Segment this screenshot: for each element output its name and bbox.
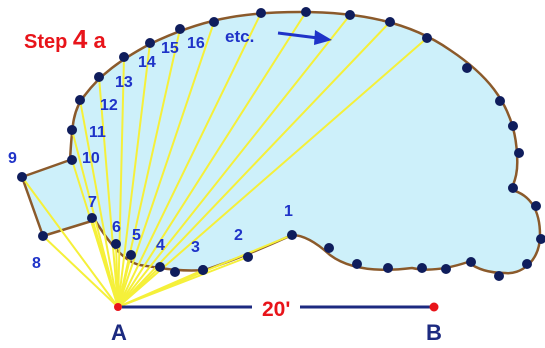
step-suffix: a bbox=[87, 28, 106, 53]
stake-dot bbox=[441, 264, 451, 274]
stake-dot bbox=[126, 250, 136, 260]
stake-dot bbox=[87, 213, 97, 223]
stake-dot bbox=[94, 72, 104, 82]
stake-dot bbox=[345, 10, 355, 20]
stake-label-4: 4 bbox=[156, 237, 165, 254]
stake-dot bbox=[198, 265, 208, 275]
point-a-marker bbox=[114, 303, 122, 311]
sight-line bbox=[117, 56, 125, 308]
point-b-marker bbox=[429, 302, 439, 312]
stake-label-1: 1 bbox=[284, 203, 293, 220]
stake-dot bbox=[145, 38, 155, 48]
sight-line bbox=[21, 176, 119, 308]
stake-label-8: 8 bbox=[32, 255, 41, 272]
sight-line bbox=[117, 256, 249, 308]
stake-label-11: 11 bbox=[89, 124, 106, 141]
stake-label-9: 9 bbox=[8, 150, 17, 167]
stake-label-10: 10 bbox=[82, 150, 100, 167]
stake-dot bbox=[111, 239, 121, 249]
stake-label-13: 13 bbox=[115, 74, 133, 91]
point-a-label: A bbox=[111, 320, 127, 345]
sight-line bbox=[42, 235, 119, 308]
stake-label-7: 7 bbox=[88, 194, 97, 211]
stake-dot bbox=[170, 267, 180, 277]
sight-line bbox=[98, 76, 119, 308]
stake-dot bbox=[175, 24, 185, 34]
stake-dot bbox=[301, 7, 311, 17]
sight-line bbox=[117, 37, 428, 308]
point-b-label: B bbox=[426, 320, 442, 345]
stake-dot bbox=[155, 262, 165, 272]
step-title: Step 4 a bbox=[24, 24, 106, 54]
stake-dot bbox=[508, 183, 518, 193]
stake-dot bbox=[209, 17, 219, 27]
stake-label-5: 5 bbox=[132, 227, 141, 244]
stake-label-15: 15 bbox=[161, 40, 179, 57]
distance-label: 20' bbox=[262, 298, 290, 321]
step-prefix: Step bbox=[24, 31, 73, 53]
sight-line bbox=[71, 159, 119, 308]
sight-line bbox=[117, 11, 307, 308]
stake-dot bbox=[536, 234, 545, 244]
stakes bbox=[17, 7, 545, 281]
sight-line bbox=[79, 99, 119, 308]
step-number: 4 bbox=[73, 24, 88, 54]
stake-label-3: 3 bbox=[191, 239, 200, 256]
stake-label-6: 6 bbox=[112, 219, 121, 236]
stake-dot bbox=[531, 201, 541, 211]
sight-line bbox=[117, 42, 151, 308]
sight-line bbox=[117, 28, 181, 308]
stake-dot bbox=[466, 257, 476, 267]
stake-dot bbox=[508, 121, 518, 131]
sight-line bbox=[117, 21, 391, 308]
etc-arrow-icon bbox=[277, 30, 332, 45]
stake-dot bbox=[287, 230, 297, 240]
stake-dot bbox=[462, 63, 472, 73]
stake-dot bbox=[352, 259, 362, 269]
stake-dot bbox=[38, 231, 48, 241]
stake-dot bbox=[385, 17, 395, 27]
stake-dot bbox=[383, 263, 393, 273]
stake-dot bbox=[75, 95, 85, 105]
stake-dot bbox=[67, 125, 77, 135]
sight-line bbox=[117, 14, 351, 308]
stake-label-2: 2 bbox=[234, 227, 243, 244]
stake-dot bbox=[522, 259, 532, 269]
stake-dot bbox=[422, 33, 432, 43]
stake-dot bbox=[324, 243, 334, 253]
stake-label-14: 14 bbox=[138, 54, 156, 71]
stake-dot bbox=[67, 155, 77, 165]
sight-lines bbox=[21, 11, 428, 308]
stake-dot bbox=[495, 96, 505, 106]
stake-dot bbox=[119, 52, 129, 62]
stake-dot bbox=[514, 148, 524, 158]
stake-label-16: 16 bbox=[187, 35, 205, 52]
stake-dot bbox=[494, 271, 504, 281]
stake-dot bbox=[417, 263, 427, 273]
sight-line bbox=[117, 269, 204, 308]
stake-dot bbox=[17, 172, 27, 182]
stake-label-12: 12 bbox=[100, 97, 118, 114]
stake-dot bbox=[243, 252, 253, 262]
sight-line bbox=[117, 21, 215, 308]
sight-line bbox=[117, 12, 262, 308]
stake-dot bbox=[256, 8, 266, 18]
etc-label: etc. bbox=[225, 27, 254, 46]
